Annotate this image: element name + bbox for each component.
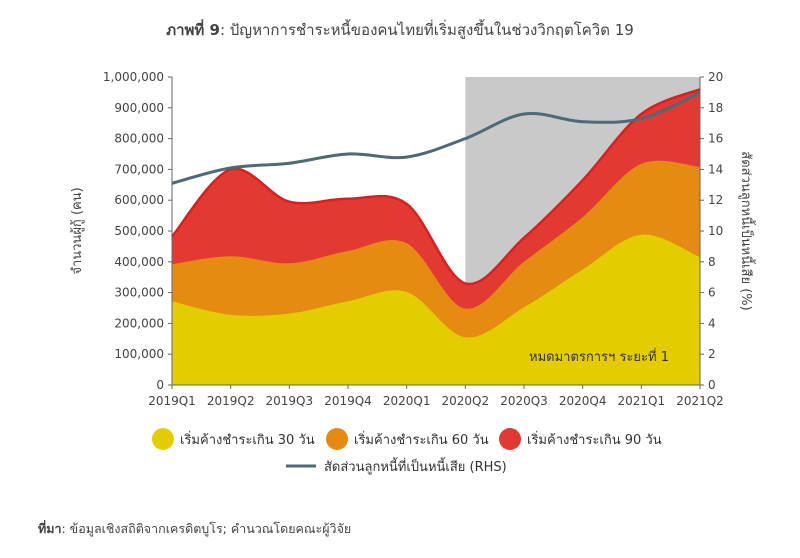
- x-tick-label: 2021Q1: [618, 394, 666, 408]
- y-tick-label-right: 2: [708, 347, 716, 361]
- y-tick-label-right: 6: [708, 286, 716, 300]
- source-note: ที่มา: ข้อมูลเชิงสถิติจากเครดิตบูโร; คำน…: [38, 519, 351, 539]
- legend-label-1: เริ่มค้างชำระเกิน 30 วัน: [180, 431, 315, 448]
- y-tick-label-left: 400,000: [114, 255, 164, 269]
- x-tick-label: 2019Q2: [207, 394, 255, 408]
- source-label: ที่มา: [38, 521, 62, 536]
- y-tick-label-right: 16: [708, 132, 723, 146]
- y-axis-title-left: จำนวนผู้กู้ (คน): [70, 187, 85, 274]
- y-tick-label-left: 200,000: [114, 316, 164, 330]
- y-tick-label-left: 600,000: [114, 193, 164, 207]
- area-series-1: [172, 234, 700, 385]
- legend-swatch-3: [499, 428, 521, 450]
- line-series-npl-ratio: [171, 91, 701, 185]
- legend-swatch-2: [326, 428, 348, 450]
- y-tick-label-left: 500,000: [114, 224, 164, 238]
- y-tick-label-right: 10: [708, 224, 723, 238]
- y-tick-label-right: 8: [708, 255, 716, 269]
- source-text: : ข้อมูลเชิงสถิติจากเครดิตบูโร; คำนวณโดย…: [61, 521, 352, 536]
- x-tick-label: 2019Q3: [266, 394, 314, 408]
- x-tick-label: 2020Q4: [559, 394, 607, 408]
- x-tick-label: 2019Q4: [324, 394, 372, 408]
- y-tick-label-right: 20: [708, 70, 723, 84]
- legend-label-line: สัดส่วนลูกหนี้ที่เป็นหนี้เสีย (RHS): [324, 457, 507, 475]
- y-tick-label-left: 300,000: [114, 286, 164, 300]
- y-tick-label-right: 0: [708, 378, 716, 392]
- chart-title-text: : ปัญหาการชำระหนี้ของคนไทยที่เริ่มสูงขึ้…: [219, 21, 634, 39]
- chart: 0 100,000 200,000 300,000 400,000 500,000 600,…: [70, 70, 756, 475]
- x-tick-label: 2020Q2: [442, 394, 490, 408]
- x-tick-label: 2019Q1: [148, 394, 196, 408]
- legend-swatch-1: [152, 428, 174, 450]
- chart-title: ภาพที่ 9: ปัญหาการชำระหนี้ของคนไทยที่เริ…: [0, 18, 800, 42]
- area-outline-90: [171, 88, 701, 286]
- x-tick-label: 2021Q2: [676, 394, 724, 408]
- y-tick-label-left: 100,000: [114, 347, 164, 361]
- y-tick-label-left: 1,000,000: [103, 70, 164, 84]
- shaded-region-label: หมดมาตรการฯ ระยะที่ 1: [529, 348, 669, 365]
- x-tick-label: 2020Q1: [383, 394, 431, 408]
- y-tick-label-right: 14: [708, 162, 723, 176]
- y-tick-label-left: 800,000: [114, 132, 164, 146]
- legend-label-3: เริ่มค้างชำระเกิน 90 วัน: [527, 431, 662, 448]
- legend-label-2: เริ่มค้างชำระเกิน 60 วัน: [354, 431, 489, 448]
- y-tick-label-left: 900,000: [114, 101, 164, 115]
- chart-title-prefix: ภาพที่ 9: [166, 21, 220, 39]
- y-tick-label-right: 18: [708, 101, 723, 115]
- y-tick-label-left: 0: [156, 378, 164, 392]
- y-tick-label-right: 4: [708, 316, 716, 330]
- y-tick-label-left: 700,000: [114, 162, 164, 176]
- y-axis-title-right: สัดส่วนลูกหนี้เป็นหนี้เสีย (%): [738, 151, 756, 310]
- y-tick-label-right: 12: [708, 193, 723, 207]
- x-tick-label: 2020Q3: [500, 394, 548, 408]
